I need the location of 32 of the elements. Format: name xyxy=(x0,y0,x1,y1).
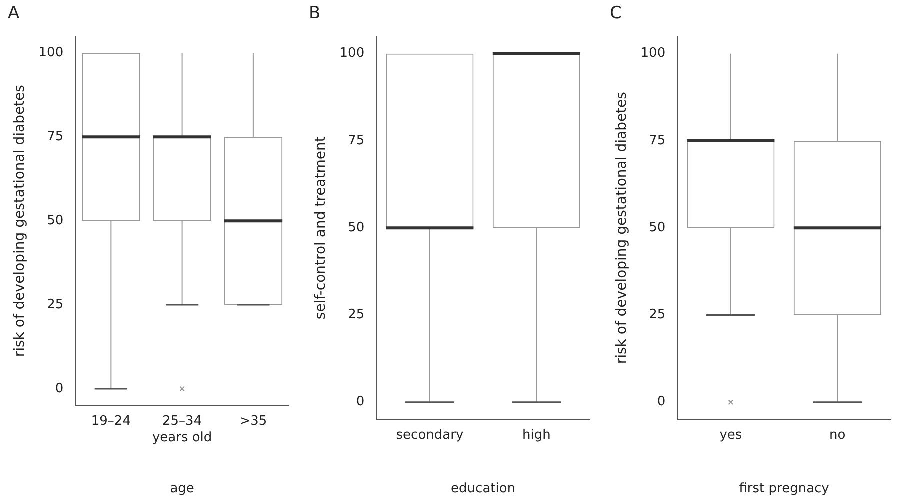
y-tick-label: 0 xyxy=(356,394,365,410)
x-tick-label: 19–24 xyxy=(91,414,131,429)
x-tick-label: high xyxy=(522,428,551,443)
y-tick-label: 75 xyxy=(348,133,365,148)
y-axis-title: self-control and treatment xyxy=(313,136,330,320)
x-tick-label: >35 xyxy=(240,414,268,429)
y-tick-label: 0 xyxy=(55,381,64,396)
x-tick-label: yes xyxy=(720,428,742,443)
x-tick-label: no xyxy=(830,428,846,443)
y-tick-label: 100 xyxy=(640,46,666,62)
y-tick-label: 25 xyxy=(649,308,666,323)
y-tick-label: 75 xyxy=(47,130,64,145)
chart-title: C xyxy=(610,4,622,24)
text: years old xyxy=(152,430,212,446)
y-tick-label: 50 xyxy=(47,213,64,228)
x-tick-label: secondary xyxy=(396,428,464,443)
y-tick-label: 0 xyxy=(657,394,666,410)
y-tick-label: 50 xyxy=(649,220,666,236)
y-tick-label: 25 xyxy=(348,308,365,323)
y-axis-title: risk of developing gestational diabetes xyxy=(614,92,630,364)
y-tick-label: 50 xyxy=(348,220,365,236)
x-axis-title: first pregnacy xyxy=(739,482,830,497)
x-tick-label: 25–34 xyxy=(162,414,202,429)
y-tick-label: 100 xyxy=(38,46,64,61)
y-tick-label: 75 xyxy=(649,133,666,148)
chart-title: B xyxy=(309,4,321,24)
y-tick-label: 25 xyxy=(47,297,64,312)
x-axis-title: education xyxy=(451,482,516,497)
y-tick-label: 100 xyxy=(340,46,365,62)
chart-title: A xyxy=(8,4,20,24)
y-axis-title: risk of developing gestational diabetes xyxy=(12,85,28,358)
x-axis-title: age xyxy=(170,482,194,497)
